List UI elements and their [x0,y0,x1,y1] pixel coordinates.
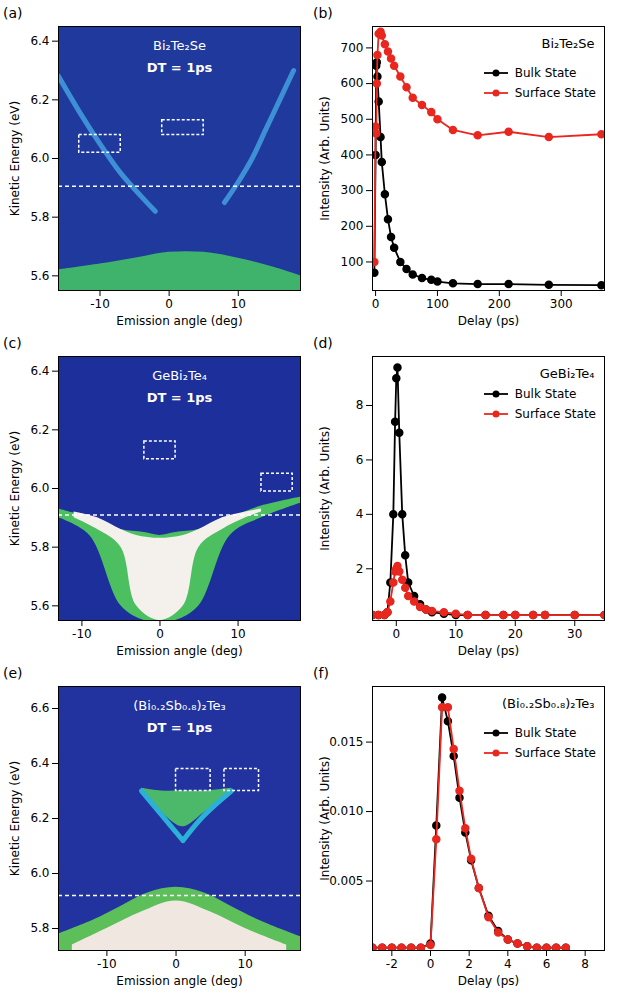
svg-text:400: 400 [341,148,364,162]
svg-text:Emission angle (deg): Emission angle (deg) [116,314,242,328]
svg-text:DT = 1ps: DT = 1ps [147,60,213,75]
svg-text:30: 30 [567,627,582,641]
svg-text:4: 4 [504,957,512,971]
svg-text:10: 10 [448,627,463,641]
svg-text:Delay (ps): Delay (ps) [458,644,519,658]
svg-text:-10: -10 [90,297,110,311]
svg-text:0: 0 [156,627,164,641]
svg-text:8: 8 [581,957,589,971]
html-text:(e): (e) [3,665,23,681]
svg-text:DT = 1ps: DT = 1ps [147,720,213,735]
svg-text:5.6: 5.6 [30,599,49,613]
svg-text:0: 0 [427,957,435,971]
svg-text:Delay (ps): Delay (ps) [458,974,519,988]
html-text:Bulk State: Bulk State [514,726,577,740]
svg-text:GeBi₂Te₄: GeBi₂Te₄ [152,368,207,383]
svg-text:6.4: 6.4 [30,756,49,770]
svg-text:Bi₂Te₂Se: Bi₂Te₂Se [153,38,206,53]
svg-text:Kinetic Energy (eV): Kinetic Energy (eV) [8,101,22,216]
html-text:Bulk State: Bulk State [514,387,577,401]
svg-text:6.0: 6.0 [30,481,49,495]
html-text:(f): (f) [313,665,329,681]
svg-text:5.8: 5.8 [30,540,49,554]
svg-text:6.0: 6.0 [30,866,49,880]
svg-text:200: 200 [341,219,364,233]
svg-text:6.0: 6.0 [30,151,49,165]
svg-text:500: 500 [341,112,364,126]
svg-text:GeBi₂Te₄: GeBi₂Te₄ [540,366,595,381]
svg-text:10: 10 [230,627,245,641]
svg-text:6: 6 [543,957,551,971]
svg-text:Kinetic Energy (eV): Kinetic Energy (eV) [8,431,22,546]
svg-text:Delay (ps): Delay (ps) [458,314,519,328]
svg-text:Emission angle (deg): Emission angle (deg) [116,974,242,988]
html-text:Bulk State: Bulk State [514,66,577,80]
svg-text:Intensity (Arb. Units): Intensity (Arb. Units) [318,756,332,880]
svg-text:2: 2 [465,957,473,971]
html-text:(b): (b) [313,5,333,21]
svg-text:-2: -2 [386,957,398,971]
svg-text:6: 6 [356,453,364,467]
html-text:Surface State: Surface State [514,407,596,421]
html-text:(c): (c) [3,335,22,351]
svg-text:600: 600 [341,76,364,90]
svg-text:Kinetic Energy (eV): Kinetic Energy (eV) [8,761,22,876]
html-text:Surface State: Surface State [514,86,596,100]
svg-text:6.2: 6.2 [30,93,49,107]
svg-text:6.4: 6.4 [30,34,49,48]
svg-text:10: 10 [231,297,246,311]
svg-text:200: 200 [488,297,511,311]
svg-text:DT = 1ps: DT = 1ps [147,390,213,405]
svg-text:8: 8 [356,398,364,412]
svg-text:10: 10 [238,957,253,971]
svg-text:700: 700 [341,41,364,55]
svg-text:4: 4 [356,507,364,521]
svg-text:(Bi₀.₂Sb₀.₈)₂Te₃: (Bi₀.₂Sb₀.₈)₂Te₃ [502,696,594,711]
svg-text:5.8: 5.8 [30,921,49,935]
svg-text:0: 0 [392,627,400,641]
svg-text:0.010: 0.010 [329,804,363,818]
svg-text:0.005: 0.005 [329,874,363,888]
svg-text:300: 300 [550,297,573,311]
svg-text:-10: -10 [72,627,92,641]
svg-text:6.2: 6.2 [30,423,49,437]
html-text:(a): (a) [3,5,23,21]
svg-text:Intensity (Arb. Units): Intensity (Arb. Units) [318,96,332,220]
svg-text:0: 0 [165,297,173,311]
svg-text:0.015: 0.015 [329,735,363,749]
svg-text:6.2: 6.2 [30,811,49,825]
svg-text:(Bi₀.₂Sb₀.₈)₂Te₃: (Bi₀.₂Sb₀.₈)₂Te₃ [133,698,225,713]
svg-text:5.6: 5.6 [30,269,49,283]
svg-text:20: 20 [508,627,523,641]
svg-text:Emission angle (deg): Emission angle (deg) [116,644,242,658]
svg-text:6.6: 6.6 [30,701,49,715]
svg-text:2: 2 [356,562,364,576]
svg-text:0: 0 [172,957,180,971]
svg-text:5.8: 5.8 [30,210,49,224]
html-text:Surface State: Surface State [514,746,596,760]
svg-text:Bi₂Te₂Se: Bi₂Te₂Se [542,36,595,51]
svg-text:-10: -10 [97,957,117,971]
svg-text:6.4: 6.4 [30,364,49,378]
svg-text:100: 100 [426,297,449,311]
svg-text:300: 300 [341,183,364,197]
svg-text:100: 100 [341,255,364,269]
svg-text:0: 0 [372,297,380,311]
html-text:(d): (d) [313,335,333,351]
svg-text:Intensity (Arb. Units): Intensity (Arb. Units) [318,426,332,550]
